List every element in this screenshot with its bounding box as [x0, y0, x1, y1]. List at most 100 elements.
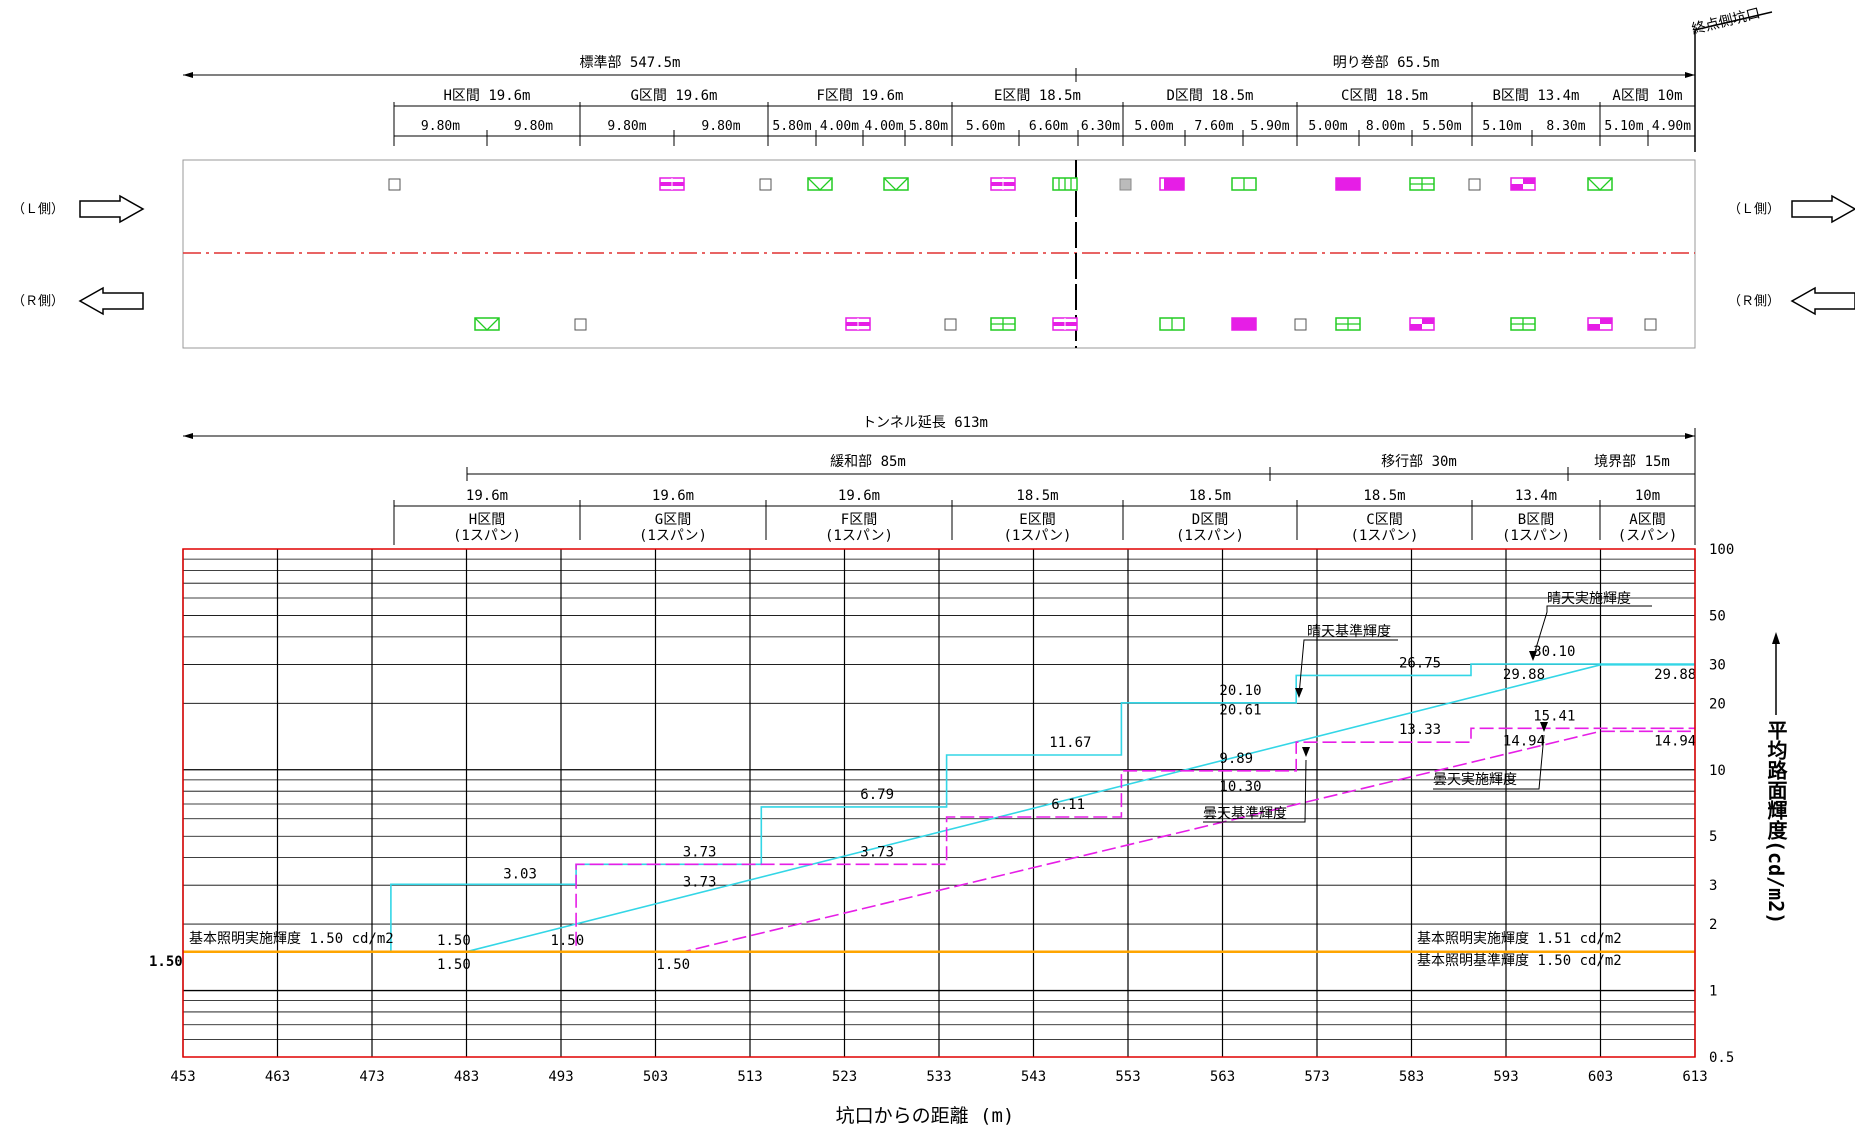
x-tick-label: 523: [832, 1069, 857, 1085]
fixture-unit-icon: [574, 318, 587, 331]
fixture-mark: [883, 177, 909, 191]
fixture-mark: [474, 317, 500, 331]
top-sub-label: 9.80m: [421, 119, 460, 134]
value-label: 3.73: [683, 844, 717, 860]
leader-cloudy-base-head: [1302, 747, 1310, 757]
annot-clear-base: 晴天基準輝度: [1307, 623, 1391, 640]
fixture-mark: [1511, 184, 1523, 190]
top-sub-label: 8.00m: [1366, 119, 1405, 134]
top-sub-label: 8.30m: [1546, 119, 1585, 134]
lower-interval-name: B区間: [1518, 512, 1554, 528]
x-tick-label: 573: [1304, 1069, 1329, 1085]
lower-interval-len: 19.6m: [652, 488, 694, 504]
leader-cloudy-base: [1203, 759, 1307, 823]
y-tick-label: 20: [1709, 696, 1726, 712]
lower-interval-span: (スパン): [1618, 528, 1678, 544]
y-tick-label: 100: [1709, 542, 1734, 558]
value-label: 15.41: [1533, 708, 1575, 724]
value-label: 1.50: [437, 933, 471, 949]
arrow-right-icon-2: [1791, 194, 1855, 224]
value-label: 3.03: [503, 866, 537, 882]
value-label: 6.11: [1051, 797, 1085, 813]
top-sub-label: 5.00m: [1308, 119, 1347, 134]
fixture-mark: [1587, 177, 1613, 191]
x-tick-label: 543: [1021, 1069, 1046, 1085]
top-sub-label: 5.50m: [1422, 119, 1461, 134]
top-sub-label: 6.60m: [1029, 119, 1068, 134]
fixture-mark: [1422, 318, 1434, 324]
fixture-unit-icon: [1468, 178, 1481, 191]
y-axis-label: 平均路面輝度(cd/m2): [1764, 720, 1788, 924]
top-interval-label: H区間 19.6m: [443, 88, 530, 104]
left-side-label-r: （Ｒ側）: [12, 294, 64, 309]
top-sub-label: 9.80m: [607, 119, 646, 134]
annot-basic-left-value: 1.50: [149, 954, 183, 970]
leader-clear-base-head: [1295, 688, 1303, 698]
fixture-unit-icon: [388, 178, 401, 191]
value-label: 10.30: [1219, 779, 1261, 795]
top-sub-label: 4.00m: [820, 119, 859, 134]
top-sub-label: 5.80m: [909, 119, 948, 134]
value-label: 20.61: [1219, 702, 1261, 718]
top-interval-label: D区間 18.5m: [1166, 88, 1253, 104]
fixture-unit-icon: [1119, 178, 1132, 191]
annot-cloudy-base: 曇天基準輝度: [1203, 805, 1287, 822]
fixture-unit-icon: [1644, 318, 1657, 331]
lower-interval-len: 18.5m: [1363, 488, 1405, 504]
section-label-portal: 明り巻部 65.5m: [1333, 55, 1440, 71]
value-label: 9.89: [1219, 751, 1253, 767]
x-tick-label: 483: [454, 1069, 479, 1085]
value-label: 11.67: [1049, 735, 1091, 751]
y-tick-label: 0.5: [1709, 1050, 1734, 1066]
top-interval-label: A区間 10m: [1612, 88, 1682, 104]
value-label: 1.50: [656, 957, 690, 973]
series-line-2: [183, 727, 1695, 953]
x-tick-label: 563: [1210, 1069, 1235, 1085]
top-sub-label: 9.80m: [701, 119, 740, 134]
value-label: 29.88: [1503, 667, 1545, 683]
top-sub-label: 9.80m: [514, 119, 553, 134]
lower-interval-name: D区間: [1192, 512, 1228, 528]
x-tick-label: 583: [1399, 1069, 1424, 1085]
y-tick-label: 2: [1709, 917, 1717, 933]
lower-interval-name: C区間: [1366, 512, 1402, 528]
top-sub-label: 7.60m: [1194, 119, 1233, 134]
y-axis-title: 平均路面輝度(cd/m2): [1764, 632, 1788, 924]
tunnel-length-label: トンネル延長 613m: [862, 415, 988, 431]
annot-clear-actual: 晴天実施輝度: [1547, 591, 1631, 607]
fixture-mark: [1164, 178, 1184, 190]
series-line-0: [183, 663, 1695, 953]
x-tick-label: 513: [737, 1069, 762, 1085]
lower-interval-name: E区間: [1019, 512, 1055, 528]
leader-cloudy-actual: [1433, 734, 1545, 790]
lower-interval-name: H区間: [469, 512, 505, 528]
lower-interval-len: 13.4m: [1515, 488, 1557, 504]
annot-basic-base-right: 基本照明基準輝度 1.50 cd/m2: [1417, 952, 1622, 969]
x-tick-label: 463: [265, 1069, 290, 1085]
x-tick-label: 603: [1588, 1069, 1613, 1085]
lower-interval-len: 18.5m: [1016, 488, 1058, 504]
fixture-lamp-icon: [1335, 177, 1361, 191]
value-label: 1.50: [437, 957, 471, 973]
end-label: 終点側坑口: [1690, 5, 1762, 37]
fixture-unit-icon: [1294, 318, 1307, 331]
lower-interval-name: A区間: [1629, 512, 1665, 528]
fixture-mark: [1410, 324, 1422, 330]
y-tick-label: 3: [1709, 878, 1717, 894]
top-sub-label: 4.90m: [1652, 119, 1691, 134]
lower-interval-span: (1スパン): [1502, 528, 1570, 544]
lower-interval-len: 19.6m: [466, 488, 508, 504]
y-tick-label: 5: [1709, 829, 1717, 845]
zone-label-transition: 移行部 30m: [1381, 454, 1457, 470]
value-label: 3.73: [860, 844, 894, 860]
lower-interval-len: 10m: [1635, 488, 1660, 504]
value-label: 1.50: [550, 933, 584, 949]
arrow-left-icon: [78, 286, 144, 316]
top-sub-label: 6.30m: [1081, 119, 1120, 134]
top-interval-label: E区間 18.5m: [994, 88, 1081, 104]
fixture-unit-icon: [759, 178, 772, 191]
lower-interval-span: (1スパン): [1004, 528, 1072, 544]
y-tick-label: 50: [1709, 608, 1726, 624]
fixture-lamp-icon: [1231, 317, 1257, 331]
